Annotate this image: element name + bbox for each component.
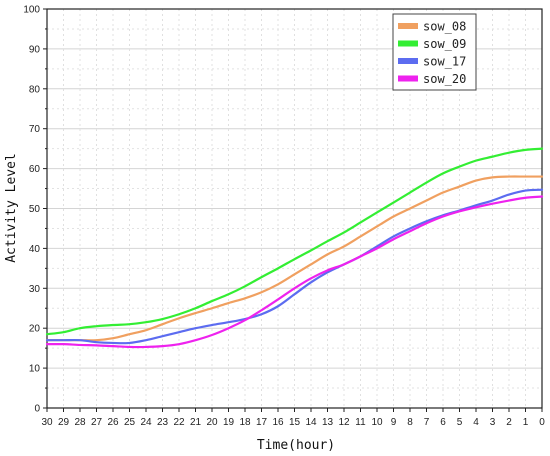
x-tick-label: 5 xyxy=(457,417,463,428)
x-tick-label: 1 xyxy=(523,417,529,428)
x-tick-label: 17 xyxy=(256,417,268,428)
x-tick-label: 8 xyxy=(407,417,413,428)
x-tick-label: 7 xyxy=(424,417,430,428)
series-line-sow-20 xyxy=(45,195,544,349)
series-line-sow-08 xyxy=(45,175,544,342)
x-tick-label: 27 xyxy=(91,417,103,428)
legend-label: sow_20 xyxy=(423,72,466,86)
y-tick-label: 30 xyxy=(29,284,41,295)
x-tick-label: 4 xyxy=(473,417,479,428)
y-tick-label: 50 xyxy=(29,204,41,215)
x-tick-label: 15 xyxy=(289,417,301,428)
legend: sow_08 sow_09 sow_17 sow_20 xyxy=(392,13,477,91)
legend-label: sow_08 xyxy=(423,20,466,34)
x-tick-label: 11 xyxy=(355,417,366,428)
x-tick-label: 20 xyxy=(206,417,218,428)
x-tick-label: 3 xyxy=(490,417,496,428)
legend-label: sow_17 xyxy=(423,55,466,69)
y-tick-label: 80 xyxy=(29,84,41,95)
x-tick-label: 28 xyxy=(74,417,86,428)
x-tick-label: 10 xyxy=(371,417,383,428)
x-tick-label: 24 xyxy=(140,417,152,428)
x-tick-label: 23 xyxy=(157,417,169,428)
x-tick-label: 21 xyxy=(190,417,202,428)
x-tick-label: 12 xyxy=(338,417,350,428)
series-lines xyxy=(45,147,544,349)
x-tick-label: 30 xyxy=(41,417,53,428)
x-tick-label: 26 xyxy=(107,417,119,428)
y-tick-labels: 0 10 20 30 40 50 60 70 80 90 100 xyxy=(23,5,40,415)
x-tick-label: 2 xyxy=(506,417,512,428)
x-tick-label: 6 xyxy=(440,417,446,428)
x-tick-label: 0 xyxy=(539,417,545,428)
y-tick-label: 60 xyxy=(29,164,41,175)
y-tick-label: 100 xyxy=(23,5,40,16)
axes xyxy=(43,8,543,412)
x-tick-label: 22 xyxy=(173,417,185,428)
y-axis-title: Activity Level xyxy=(4,153,19,263)
x-tick-label: 9 xyxy=(391,417,397,428)
x-tick-label: 18 xyxy=(239,417,251,428)
y-tick-label: 0 xyxy=(34,404,40,415)
legend-label: sow_09 xyxy=(423,37,466,51)
x-tick-label: 29 xyxy=(58,417,70,428)
y-tick-label: 20 xyxy=(29,324,41,335)
y-tick-label: 40 xyxy=(29,244,41,255)
y-tick-label: 70 xyxy=(29,124,41,135)
y-tick-label: 90 xyxy=(29,44,41,55)
series-line-sow-09 xyxy=(45,147,544,336)
y-tick-label: 10 xyxy=(29,364,41,375)
x-tick-label: 19 xyxy=(223,417,235,428)
x-tick-label: 13 xyxy=(322,417,334,428)
x-axis-title: Time(hour) xyxy=(257,438,335,453)
x-tick-label: 16 xyxy=(272,417,284,428)
x-tick-label: 25 xyxy=(124,417,136,428)
x-tick-labels: 30 29 28 27 26 25 24 23 22 21 20 19 18 17 16 15 14 13 12 11… xyxy=(41,417,545,428)
x-tick-label: 14 xyxy=(305,417,317,428)
